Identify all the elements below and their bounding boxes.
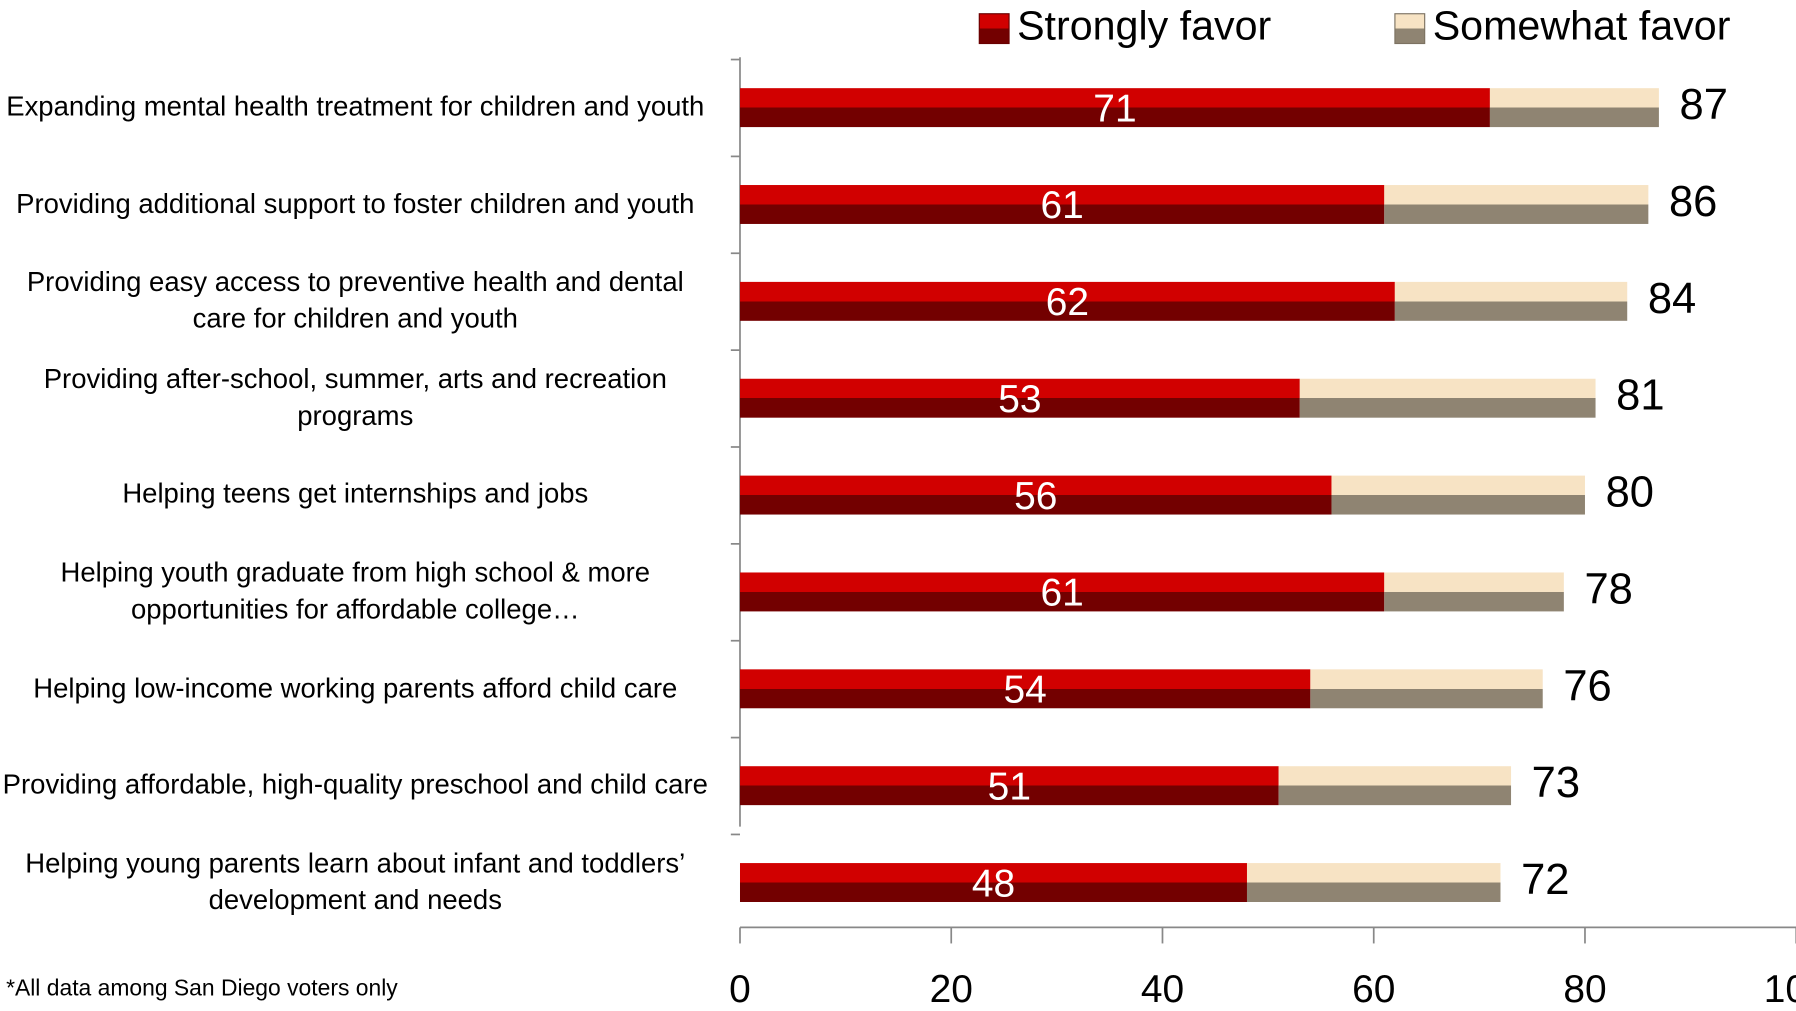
bar-segment: [1489, 88, 1659, 128]
category-label: Expanding mental health treatment for ch…: [6, 91, 705, 123]
legend-label: Strongly favor: [1017, 3, 1271, 49]
bar-segment: [739, 572, 1385, 612]
value-label: 51: [988, 765, 1031, 808]
total-label: 80: [1606, 469, 1654, 517]
category-label: Providing easy access to preventive heal…: [26, 266, 684, 335]
bar-segment: [1384, 185, 1649, 224]
total-label: 87: [1680, 81, 1728, 129]
legend-swatch: [978, 13, 1010, 45]
bar-segment: [1394, 281, 1628, 321]
value-label: 53: [998, 378, 1041, 421]
legend-label: Somewhat favor: [1433, 3, 1731, 49]
total-label: 73: [1532, 759, 1580, 807]
category-label: Providing after-school, summer, arts and…: [43, 363, 667, 432]
x-tick-label: 80: [1563, 968, 1606, 1011]
bar-segment: [739, 863, 1247, 902]
footnote: *All data among San Diego voters only: [6, 974, 398, 1000]
category-label: Helping young parents learn about infant…: [25, 848, 686, 916]
bar-segment: [1246, 863, 1501, 902]
total-label: 81: [1616, 372, 1664, 420]
category-label: Helping teens get internships and jobs: [122, 479, 589, 510]
total-label: 84: [1648, 275, 1696, 323]
value-label: 56: [1014, 475, 1057, 518]
total-label: 72: [1521, 856, 1569, 904]
x-tick-label: 40: [1141, 968, 1184, 1011]
bar-segment: [1310, 669, 1543, 709]
x-tick-label: 100: [1764, 968, 1796, 1011]
bar-segment: [1331, 475, 1585, 515]
bar-segment: [1278, 766, 1512, 806]
bar-segment: [739, 669, 1311, 709]
bar-segment: [739, 281, 1395, 321]
value-label: 48: [972, 862, 1015, 905]
bar-segment: [739, 88, 1490, 128]
category-label: Providing additional support to foster c…: [16, 188, 695, 220]
total-label: 78: [1584, 565, 1632, 613]
value-label: 61: [1041, 572, 1084, 615]
bar-segment: [739, 185, 1385, 224]
value-label: 54: [1004, 669, 1047, 712]
value-label: 62: [1046, 281, 1089, 324]
legend-swatch: [1394, 13, 1426, 45]
category-label: Helping low-income working parents affor…: [33, 672, 678, 704]
total-label: 76: [1563, 662, 1611, 710]
bar-segment: [1384, 572, 1564, 612]
x-tick-label: 0: [729, 968, 751, 1011]
value-label: 71: [1093, 87, 1136, 130]
bar-segment: [1299, 378, 1596, 418]
x-tick-label: 20: [930, 968, 973, 1011]
category-label: Providing affordable, high-quality presc…: [2, 769, 708, 801]
bar-segment: [739, 766, 1279, 806]
bar-segment: [739, 378, 1300, 418]
total-label: 86: [1669, 178, 1717, 226]
category-label: Helping youth graduate from high school …: [60, 557, 651, 626]
value-label: 61: [1041, 184, 1084, 227]
bar-segment: [739, 475, 1332, 515]
x-tick-label: 60: [1352, 968, 1395, 1011]
